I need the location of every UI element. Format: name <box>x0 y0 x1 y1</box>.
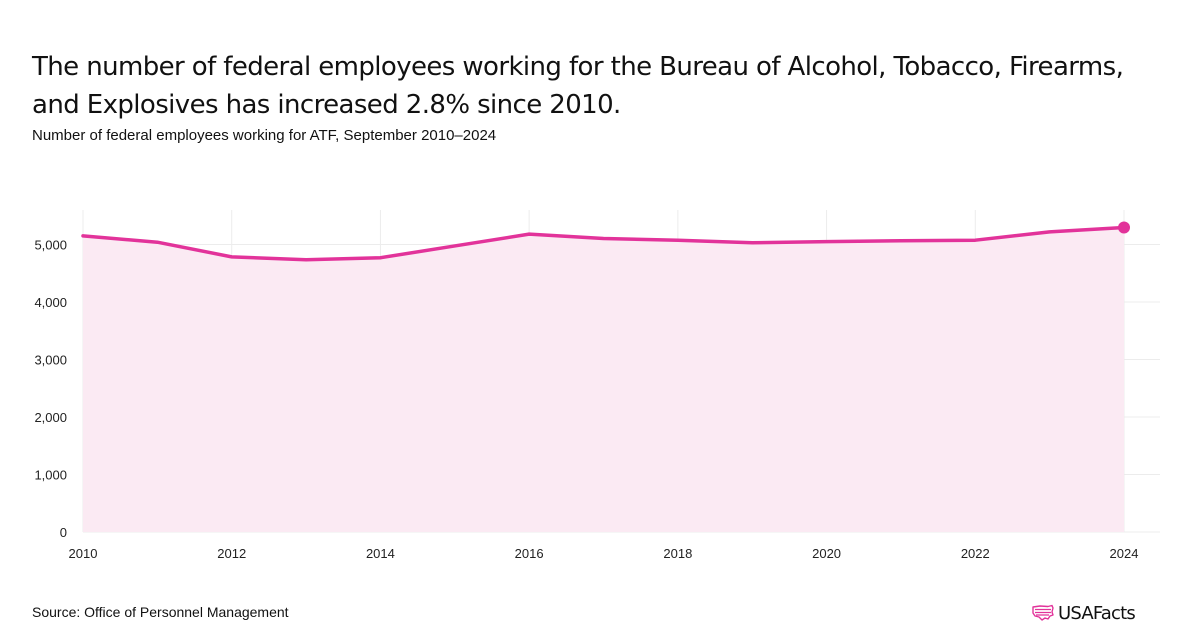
x-tick-label: 2010 <box>69 546 98 561</box>
brand-name: USAFacts <box>1058 602 1136 624</box>
source-note: Source: Office of Personnel Management <box>32 604 289 620</box>
chart-subtitle: Number of federal employees working for … <box>32 127 497 144</box>
series-line <box>81 225 1126 262</box>
series-area <box>83 227 1124 533</box>
x-tick-label: 2020 <box>812 546 841 561</box>
y-tick-label: 5,000 <box>34 238 67 253</box>
chart-title: The number of federal employees working … <box>32 52 1124 120</box>
us-flag-map-icon <box>1031 604 1055 622</box>
x-tick-label: 2016 <box>515 546 544 561</box>
y-tick-label: 1,000 <box>34 468 67 483</box>
y-tick-label: 3,000 <box>34 353 67 368</box>
end-point-marker <box>1118 221 1130 234</box>
x-tick-label: 2014 <box>366 546 395 561</box>
x-tick-label: 2024 <box>1110 546 1139 561</box>
brand-logo: USAFacts <box>1031 601 1136 625</box>
x-tick-label: 2022 <box>961 546 990 561</box>
y-tick-label: 2,000 <box>34 410 67 425</box>
x-tick-label: 2012 <box>217 546 246 561</box>
y-tick-label: 4,000 <box>34 295 67 310</box>
y-tick-label: 0 <box>60 525 67 540</box>
x-tick-label: 2018 <box>663 546 692 561</box>
